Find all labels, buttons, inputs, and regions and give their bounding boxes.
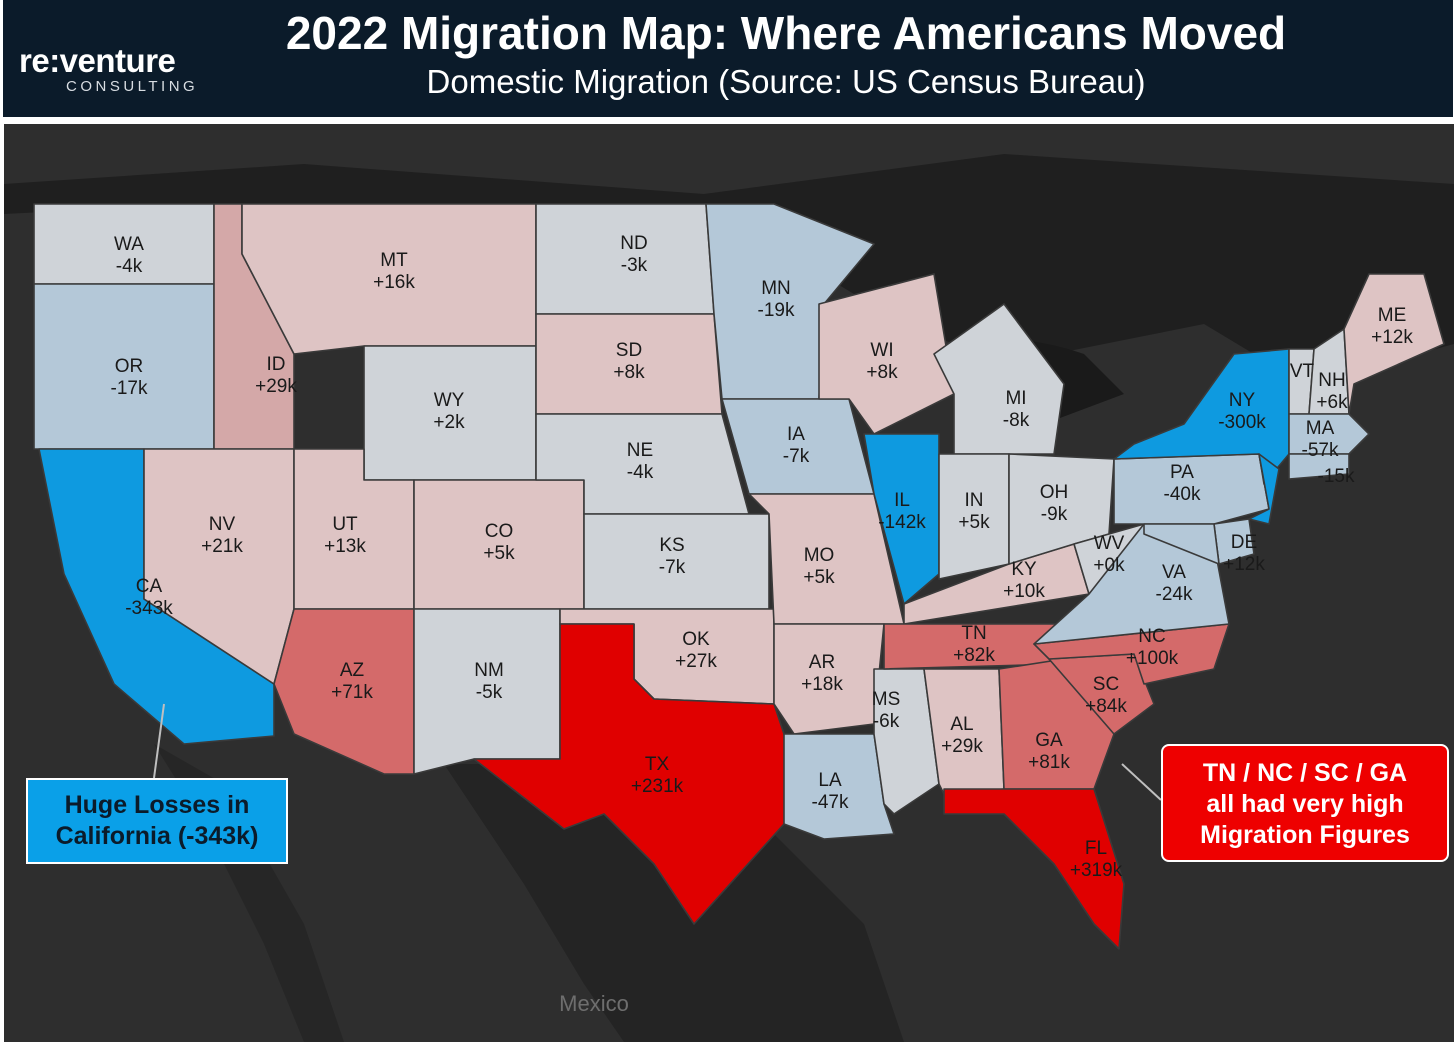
- state-or[interactable]: [33, 283, 215, 450]
- state-fl[interactable]: [943, 788, 1125, 950]
- state-mt[interactable]: [241, 203, 537, 355]
- california-callout-line1: Huge Losses in: [64, 791, 250, 819]
- state-nd[interactable]: [535, 203, 715, 315]
- logo: re:venture CONSULTING: [19, 44, 198, 96]
- southeast-callout: TN / NC / SC / GA all had very high Migr…: [1161, 744, 1449, 862]
- southeast-callout-line1: TN / NC / SC / GA: [1202, 759, 1408, 787]
- logo-name: re:venture: [19, 42, 176, 79]
- southeast-callout-line2: all had very high: [1206, 790, 1404, 818]
- state-wy[interactable]: [363, 345, 537, 481]
- state-mi[interactable]: [933, 303, 1065, 455]
- state-tx[interactable]: [473, 623, 795, 925]
- state-ia[interactable]: [721, 398, 875, 495]
- state-nj[interactable]: [1248, 453, 1280, 525]
- logo-subtitle: CONSULTING: [66, 78, 199, 95]
- se-leader-line: [1121, 763, 1162, 801]
- state-ar[interactable]: [773, 623, 885, 735]
- southeast-callout-line3: Migration Figures: [1200, 821, 1410, 849]
- ca-leader-line: [153, 703, 165, 779]
- state-md[interactable]: [1143, 523, 1220, 565]
- state-pa[interactable]: [1113, 453, 1270, 525]
- state-ma[interactable]: [1288, 413, 1370, 455]
- california-callout: Huge Losses in California (-343k): [26, 778, 288, 864]
- canada-land: [4, 154, 1454, 384]
- state-sd[interactable]: [535, 313, 723, 415]
- state-il[interactable]: [863, 433, 940, 605]
- state-ct[interactable]: [1288, 453, 1350, 480]
- state-nm[interactable]: [413, 608, 561, 775]
- state-co[interactable]: [413, 479, 585, 610]
- state-in[interactable]: [938, 453, 1010, 580]
- page-title: 2022 Migration Map: Where Americans Move…: [285, 7, 1287, 59]
- us-migration-map[interactable]: WA -4k OR -17k CA -343k ID +29k NV +21k MT +16k WY +2…: [4, 124, 1454, 1042]
- page-subtitle: Domestic Migration (Source: US Census Bu…: [426, 63, 1146, 100]
- country-label-mexico: Mexico: [559, 991, 629, 1016]
- state-wa[interactable]: [33, 203, 215, 285]
- state-va[interactable]: [1033, 523, 1230, 645]
- mexico-land: [444, 764, 904, 1042]
- map-canvas: [4, 124, 1454, 1042]
- state-ks[interactable]: [583, 513, 770, 610]
- header-bar: re:venture CONSULTING 2022 Migration Map…: [3, 0, 1453, 119]
- california-callout-line2: California (-343k): [55, 822, 259, 850]
